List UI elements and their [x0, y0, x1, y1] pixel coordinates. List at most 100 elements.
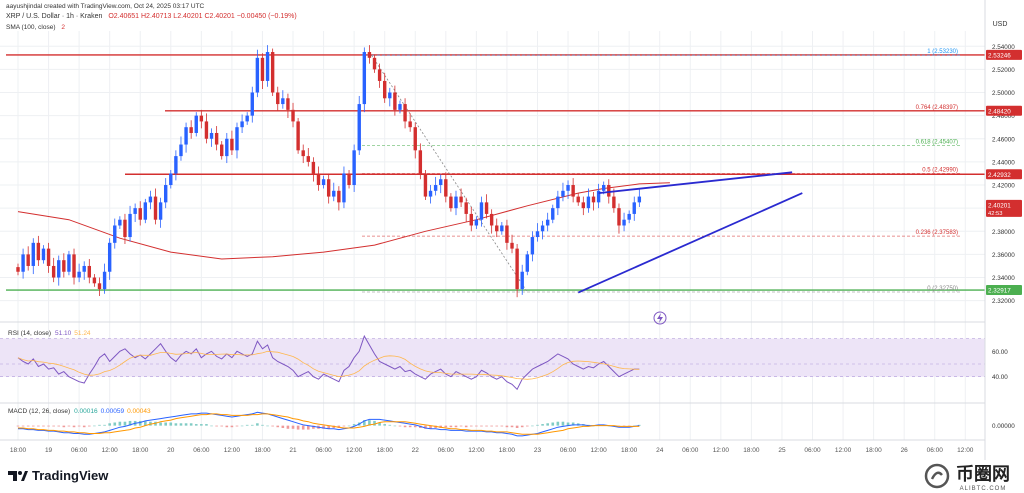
- candle-body: [423, 173, 428, 197]
- candle-body: [449, 196, 453, 209]
- candle: [209, 128, 214, 147]
- candle: [128, 205, 132, 242]
- x-tick-label: 06:00: [927, 447, 944, 454]
- sma-legend[interactable]: SMA (100, close) 2: [6, 24, 65, 31]
- candle-body: [479, 202, 484, 220]
- candle-body: [240, 121, 244, 128]
- candle: [158, 197, 163, 228]
- macd-histogram-bar: [368, 420, 371, 426]
- candle-body: [489, 213, 494, 226]
- candle-body: [495, 225, 499, 232]
- candle-body: [591, 196, 596, 203]
- candle-body: [21, 254, 25, 272]
- candle: [561, 182, 565, 202]
- y-tick-label: 2.50000: [992, 90, 1015, 97]
- candle: [214, 126, 219, 151]
- tradingview-brand[interactable]: TradingView: [8, 468, 108, 483]
- price-badges: 2.53246 2.48420 2.42932 2.32917 2.40201 42:53: [986, 49, 1022, 296]
- candle-body: [581, 202, 586, 209]
- macd-histogram-bar: [77, 425, 81, 427]
- macd-line: [18, 411, 640, 437]
- y-tick-label: 2.44000: [992, 159, 1015, 166]
- brand-name: TradingView: [32, 468, 109, 483]
- macd-histogram-bar: [526, 425, 529, 427]
- x-tick-label: 12:00: [102, 447, 119, 454]
- candle: [265, 45, 270, 87]
- candle: [163, 178, 168, 209]
- candle: [510, 234, 514, 254]
- macd-histogram-bar: [459, 425, 463, 427]
- lightning-icon[interactable]: [653, 311, 667, 325]
- candle: [627, 210, 631, 224]
- candle: [72, 248, 76, 285]
- candle-body: [337, 190, 341, 203]
- candle-body: [270, 52, 275, 93]
- candle: [413, 122, 417, 159]
- macd-histogram-bar: [52, 425, 55, 427]
- macd-histogram-bar: [245, 424, 249, 426]
- macd-histogram-bar: [378, 422, 381, 426]
- candle-body: [158, 202, 163, 220]
- candle: [36, 235, 41, 266]
- candle-body: [637, 196, 642, 203]
- candle: [133, 203, 137, 223]
- candle-body: [459, 196, 463, 203]
- level-price-badge: [986, 169, 1022, 180]
- x-tick-label: 06:00: [193, 447, 210, 454]
- candle: [194, 112, 198, 137]
- macd-histogram-bar: [88, 425, 91, 427]
- macd-histogram-bar: [281, 425, 285, 428]
- fib-level-label: 0.618 (2.45407): [916, 140, 958, 146]
- macd-histogram-bar: [72, 425, 76, 428]
- candle-body: [260, 57, 265, 81]
- watermark-name: 币圈网: [956, 464, 1010, 484]
- candle: [87, 259, 92, 284]
- symbol-header: XRP / U.S. Dollar · 1h · Kraken O2.40651…: [6, 13, 297, 20]
- candle: [174, 150, 178, 181]
- candle: [332, 182, 336, 202]
- y-tick-label: 2.42000: [992, 183, 1015, 190]
- candle: [500, 222, 504, 235]
- candle-body: [367, 52, 372, 58]
- candle-body: [189, 127, 193, 133]
- candle: [62, 253, 66, 278]
- candle-body: [510, 242, 514, 249]
- macd-histogram-bar: [144, 420, 147, 426]
- candle: [489, 209, 494, 234]
- candle: [632, 196, 636, 221]
- macd-histogram-bar: [26, 425, 30, 427]
- candle-body: [57, 260, 61, 278]
- candle-body: [413, 127, 417, 151]
- candle-body: [347, 173, 351, 186]
- rsi-title-text: RSI (14, close): [8, 330, 51, 337]
- candle-body: [388, 92, 392, 99]
- candle-body: [321, 179, 326, 186]
- macd-histogram-bar: [449, 425, 453, 428]
- macd-histogram-bar: [93, 425, 96, 427]
- candle: [479, 196, 484, 227]
- candle: [423, 169, 428, 201]
- candle-body: [377, 69, 382, 81]
- macd-histogram-bar: [57, 425, 61, 427]
- candle: [92, 274, 97, 287]
- x-tick-label: 06:00: [315, 447, 332, 454]
- macd-histogram-bar: [286, 425, 290, 429]
- candle: [245, 112, 249, 125]
- rsi-line: [17, 334, 640, 391]
- macd-histogram-bar: [235, 425, 239, 427]
- macd-histogram-bar: [16, 425, 20, 427]
- fib-level-label: 1 (2.53230): [927, 49, 958, 55]
- macd-histogram-bar: [67, 425, 71, 427]
- macd-histogram-bar: [194, 424, 198, 426]
- candle: [250, 86, 254, 123]
- x-tick-label: 18:00: [132, 447, 149, 454]
- candle-body: [87, 265, 92, 278]
- rsi-value: 51.10: [55, 330, 72, 337]
- fib-level-label: 0 (2.32750): [927, 286, 958, 292]
- candle: [230, 130, 234, 155]
- x-tick-label: 06:00: [682, 447, 699, 454]
- symbol-line[interactable]: XRP / U.S. Dollar · 1h · Kraken: [6, 13, 103, 20]
- macd-histogram-bar: [31, 425, 35, 427]
